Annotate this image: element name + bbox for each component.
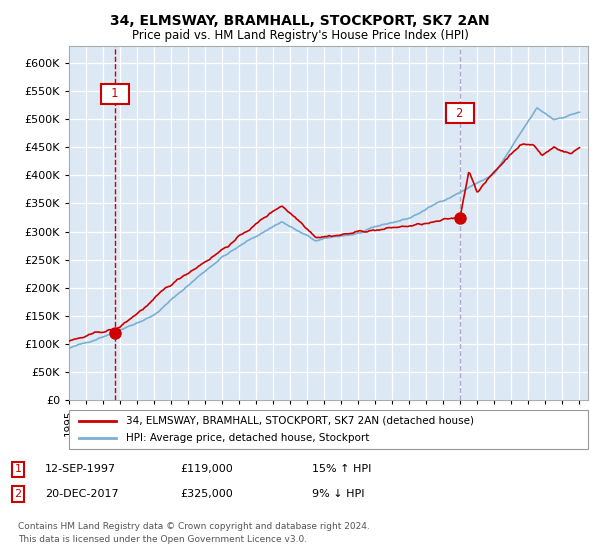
Text: HPI: Average price, detached house, Stockport: HPI: Average price, detached house, Stoc…	[126, 433, 370, 443]
Text: 9% ↓ HPI: 9% ↓ HPI	[312, 489, 365, 499]
Text: Price paid vs. HM Land Registry's House Price Index (HPI): Price paid vs. HM Land Registry's House …	[131, 29, 469, 42]
Text: 2: 2	[449, 107, 470, 120]
Text: 20-DEC-2017: 20-DEC-2017	[45, 489, 119, 499]
Text: 1: 1	[104, 87, 125, 100]
Text: 34, ELMSWAY, BRAMHALL, STOCKPORT, SK7 2AN (detached house): 34, ELMSWAY, BRAMHALL, STOCKPORT, SK7 2A…	[126, 416, 474, 426]
Text: This data is licensed under the Open Government Licence v3.0.: This data is licensed under the Open Gov…	[18, 535, 307, 544]
FancyBboxPatch shape	[69, 410, 588, 449]
Text: 1: 1	[14, 464, 22, 474]
Text: £119,000: £119,000	[180, 464, 233, 474]
Text: 34, ELMSWAY, BRAMHALL, STOCKPORT, SK7 2AN: 34, ELMSWAY, BRAMHALL, STOCKPORT, SK7 2A…	[110, 14, 490, 28]
Text: 12-SEP-1997: 12-SEP-1997	[45, 464, 116, 474]
Text: 2: 2	[14, 489, 22, 499]
Text: £325,000: £325,000	[180, 489, 233, 499]
Text: 15% ↑ HPI: 15% ↑ HPI	[312, 464, 371, 474]
Text: Contains HM Land Registry data © Crown copyright and database right 2024.: Contains HM Land Registry data © Crown c…	[18, 522, 370, 531]
